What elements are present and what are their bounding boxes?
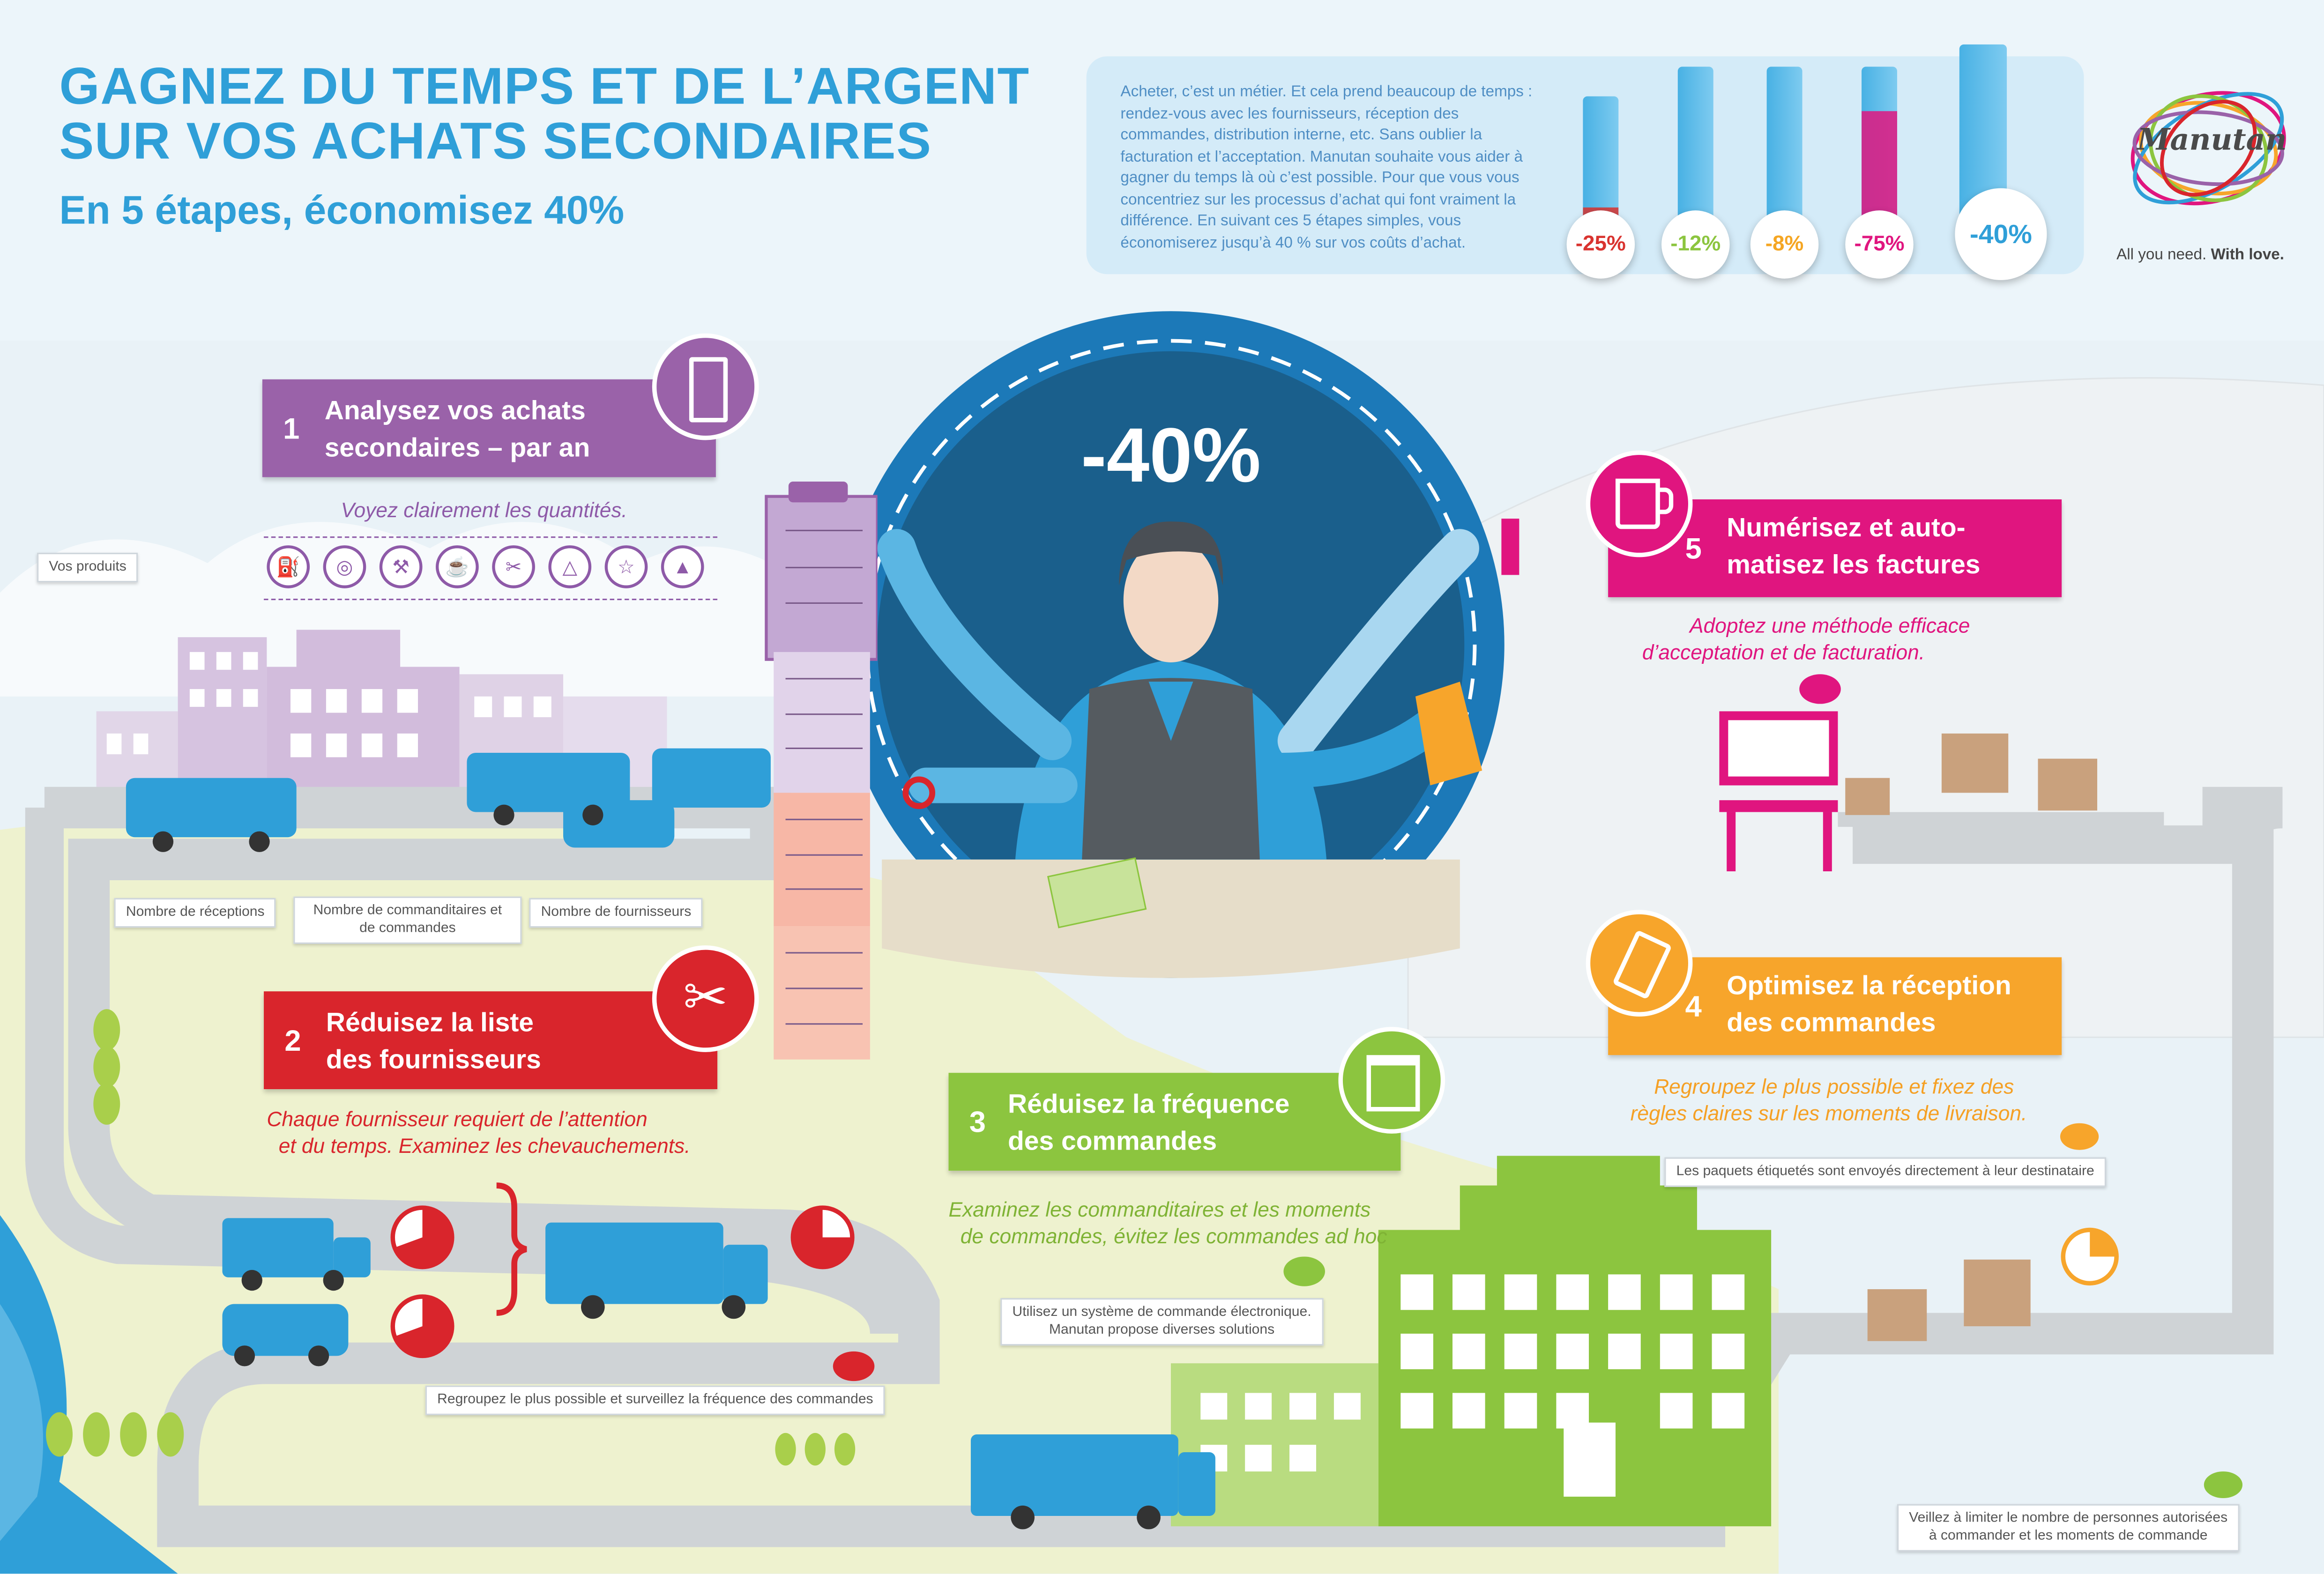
step-4-title-line-2: des commandes [1727, 1008, 1936, 1038]
step-3-tip-line-1: Examinez les commanditaires et les momen… [948, 1197, 1371, 1221]
title-line-2: SUR VOS ACHATS SECONDAIRES [59, 112, 932, 171]
label-orderers-line-1: Nombre de commanditaires et [313, 902, 502, 919]
brand-tagline: All you need. With love. [2116, 246, 2284, 264]
hanger-icon: △ [548, 545, 592, 588]
step-5-tip-line-1: Adoptez une méthode efficace [1690, 613, 1970, 638]
step-4-tip: Regroupez le plus possible et fixez des … [1631, 1073, 2027, 1126]
step-4-title-line-1: Optimisez la réception [1727, 970, 2011, 1001]
step-2-title-line-2: des fournisseurs [326, 1045, 541, 1075]
step-5-banner: 5 Numérisez et auto- matisez les facture… [1608, 499, 2062, 597]
step-4-tip-line-2: règles claires sur les moments de livrai… [1630, 1101, 2027, 1125]
label-orderers: Nombre de commanditaires et de commandes [293, 896, 522, 944]
oil-can-icon: ⛽ [267, 545, 310, 588]
label-limit-line-1: Veillez à limiter le nombre de personnes… [1909, 1510, 2228, 1527]
savings-badge-4: -75% [1845, 210, 1914, 279]
step-2-number: 2 [284, 1025, 301, 1058]
brand-logo-text: Manutan [2137, 121, 2287, 157]
step-5-title-line-2: matisez les factures [1727, 549, 1981, 579]
label-electronic-ordering: Utilisez un système de commande électron… [1000, 1298, 1323, 1346]
lamp-icon: ☆ [604, 545, 648, 588]
jug-icon: ☕ [436, 545, 479, 588]
step-2-banner: 2 Réduisez la liste des fournisseurs [264, 991, 718, 1089]
calendar-icon [1338, 1027, 1445, 1134]
step-3-tip-line-2: de commandes, évitez les commandes ad ho… [960, 1224, 1387, 1248]
title-line-1: GAGNEZ DU TEMPS ET DE L’ARGENT [59, 58, 1030, 116]
step-3-tip: Examinez les commanditaires et les momen… [948, 1196, 1387, 1249]
label-limit-orderers: Veillez à limiter le nombre de personnes… [1897, 1504, 2240, 1552]
step-2-tip: Chaque fournisseur requiert de l’attenti… [267, 1106, 690, 1159]
label-group-orders: Regroupez le plus possible et surveillez… [425, 1385, 885, 1415]
step-5-title-line-1: Numérisez et auto- [1727, 512, 1966, 542]
label-labelled-packages: Les paquets étiquetés sont envoyés direc… [1664, 1157, 2107, 1187]
label-electronic-line-2: Manutan propose diverses solutions [1049, 1322, 1275, 1338]
intro-text: Acheter, c’est un métier. Et cela prend … [1120, 83, 1533, 252]
step-4-tip-line-1: Regroupez le plus possible et fixez des [1654, 1074, 2014, 1098]
step-4-number: 4 [1685, 991, 1702, 1024]
center-illustration [837, 311, 1520, 978]
step-1-tip: Voyez clairement les quantités. [341, 497, 627, 522]
step-3-number: 3 [969, 1106, 986, 1140]
step-2-tip-line-1: Chaque fournisseur requiert de l’attenti… [267, 1106, 648, 1131]
scissors-icon: ✂ [652, 945, 759, 1052]
step-1-banner: 1 Analysez vos achats secondaires – par … [262, 379, 716, 477]
savings-badge-2: -12% [1661, 210, 1730, 279]
label-receptions: Nombre de réceptions [114, 898, 276, 928]
products-divider-top [264, 536, 718, 538]
savings-badge-3: -8% [1750, 210, 1819, 279]
savings-bars: -25% -12% -8% -75% -40% [1566, 44, 2090, 289]
step-5-tip-line-2: d’acceptation et de facturation. [1642, 640, 1925, 664]
tagline-bold: With love. [2211, 246, 2285, 264]
step-1-title-line-2: secondaires – par an [324, 432, 590, 462]
mug-icon [1586, 450, 1693, 557]
label-electronic-line-1: Utilisez un système de commande électron… [1012, 1304, 1311, 1321]
step-2-tip-line-2: et du temps. Examinez les chevauchements… [278, 1133, 691, 1158]
savings-badge-5: -40% [1955, 188, 2047, 280]
clipboard-icon [652, 333, 759, 440]
tagline-plain: All you need. [2116, 246, 2207, 264]
paperclip-icon: ✂ [492, 545, 535, 588]
hammer-icon: ⚒ [379, 545, 423, 588]
savings-badge-1: -25% [1566, 210, 1635, 279]
step-3-title-line-2: des commandes [1008, 1126, 1217, 1156]
page-title: GAGNEZ DU TEMPS ET DE L’ARGENT SUR VOS A… [60, 59, 1030, 169]
step-2-title-line-1: Réduisez la liste [326, 1008, 534, 1038]
tape-icon: ◎ [323, 545, 366, 588]
step-5-number: 5 [1685, 533, 1702, 566]
tag-icon [1586, 910, 1693, 1017]
manutan-logo-swirl [2130, 91, 2286, 206]
label-products: Vos produits [37, 552, 139, 583]
step-1-number: 1 [283, 413, 300, 446]
clipboard-list [765, 482, 878, 1060]
step-5-tip: Adoptez une méthode efficace d’acceptati… [1642, 612, 1970, 665]
label-limit-line-2: à commander et les moments de commande [1929, 1528, 2208, 1544]
cone-icon: ▲ [661, 545, 704, 588]
step-1-title-line-1: Analysez vos achats [324, 395, 586, 425]
label-suppliers: Nombre de fournisseurs [529, 898, 703, 928]
step-3-title-line-1: Réduisez la fréquence [1008, 1089, 1290, 1119]
products-divider-bottom [264, 598, 718, 601]
page-subtitle: En 5 étapes, économisez 40% [59, 188, 625, 233]
center-percent: -40% [1080, 413, 1261, 500]
label-orderers-line-2: de commandes [359, 920, 456, 937]
step-3-banner: 3 Réduisez la fréquence des commandes [948, 1073, 1401, 1171]
